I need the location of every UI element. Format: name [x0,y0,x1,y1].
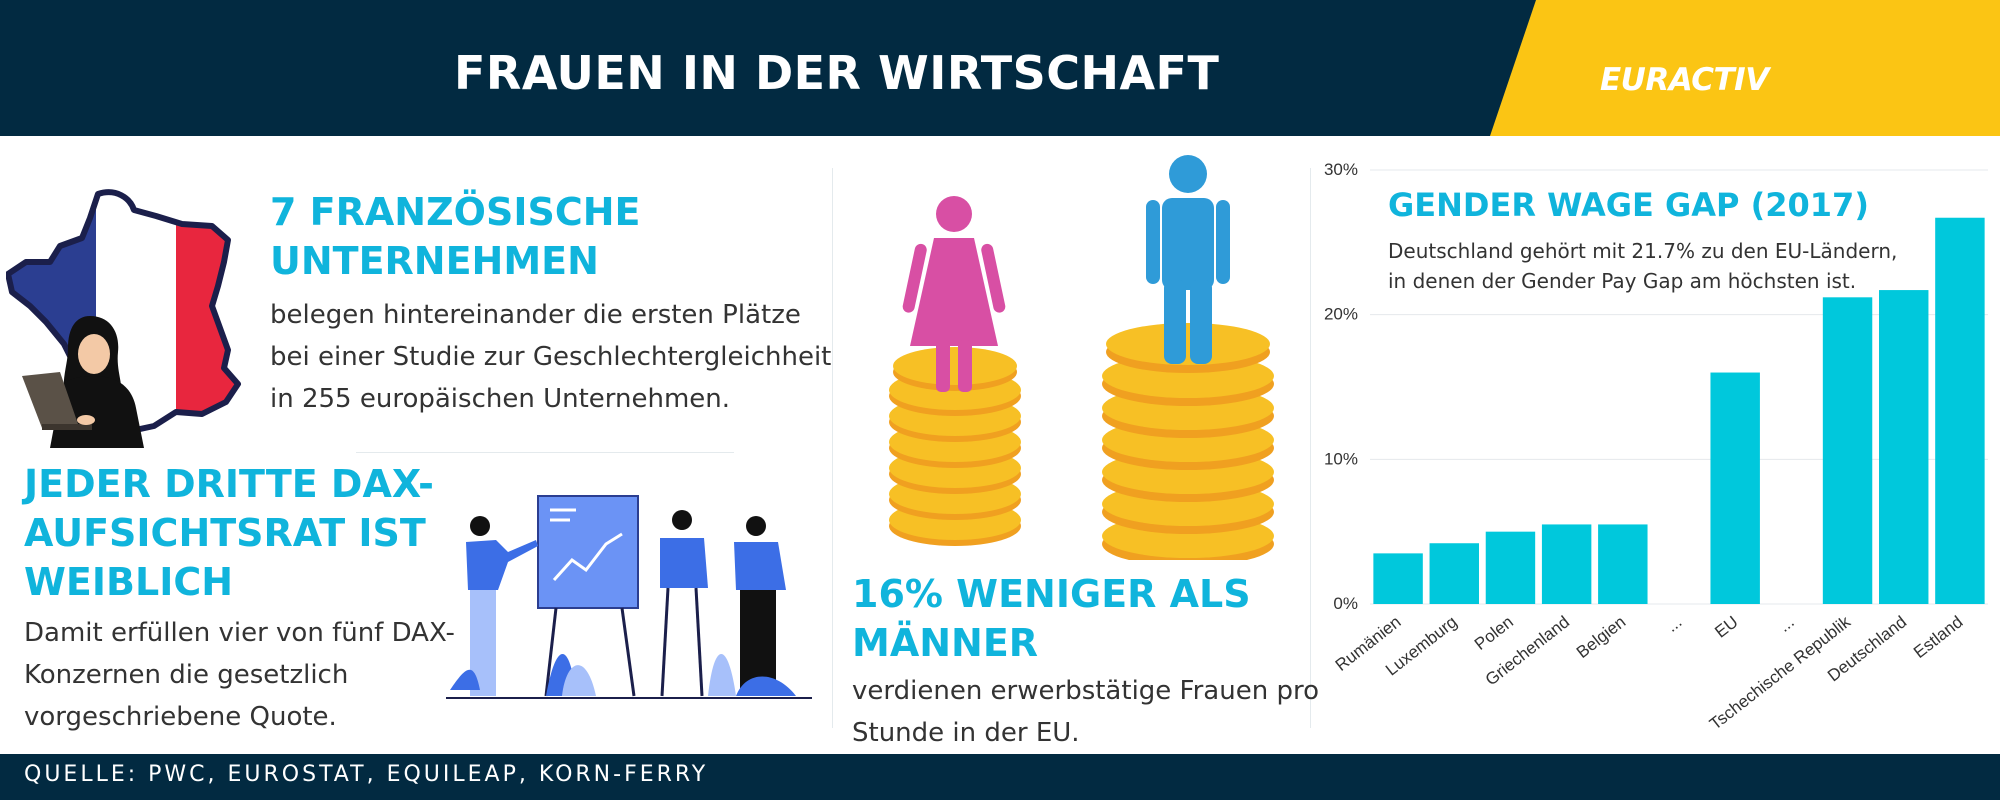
wage-body-line2: Stunde in der EU. [852,718,1080,748]
brand-panel [1490,0,2000,136]
chart-subtitle: Deutschland gehört mit 21.7% zu den EU-L… [1388,239,1898,293]
wage-heading-line2: MÄNNER [852,621,1039,665]
bar-6 [1710,372,1760,604]
euractiv-logo: EURACTIV [1600,62,1769,98]
wage-heading-line1: 16% WENIGER ALS [852,572,1251,616]
man-icon [1146,155,1230,364]
france-heading-line2: UNTERNEHMEN [270,239,599,283]
france-body-line2: bei einer Studie zur Geschlechtergleichh… [270,342,832,372]
y-tick-label: 0% [1333,594,1358,613]
x-tick-label: ... [1663,612,1686,636]
row-divider [356,452,734,453]
dax-body-line1: Damit erfüllen vier von fünf DAX- [24,618,455,648]
bar-9 [1879,290,1929,604]
y-tick-label: 10% [1324,449,1358,468]
wage-body-line1: verdienen erwerbstätige Frauen pro [852,676,1319,706]
chart-title: GENDER WAGE GAP (2017) [1388,186,1869,224]
bar-4 [1598,524,1648,604]
dax-heading: JEDER DRITTE DAX- AUFSICHTSRAT IST WEIBL… [24,460,434,607]
dax-body-line3: vorgeschriebene Quote. [24,702,337,732]
wage-body: verdienen erwerbstätige Frauen pro Stund… [852,670,1319,754]
column-divider-left [832,168,833,728]
page-title: FRAUEN IN DER WIRTSCHAFT [454,46,1220,100]
wage-heading: 16% WENIGER ALS MÄNNER [852,570,1251,668]
dax-heading-line1: JEDER DRITTE DAX- [24,462,434,506]
dax-body-line2: Konzernen die gesetzlich [24,660,349,690]
x-tick-label: ... [1775,612,1798,636]
france-heading-line1: 7 FRANZÖSISCHE [270,190,641,234]
source-text: QUELLE: PWC, EUROSTAT, EQUILEAP, KORN-FE… [24,762,709,787]
y-tick-label: 20% [1324,305,1358,324]
x-tick-label: Belgien [1573,612,1629,662]
presentation-team-icon [446,495,812,699]
bar-8 [1822,297,1873,604]
dax-heading-line3: WEIBLICH [24,560,234,604]
france-body-line1: belegen hintereinander die ersten Plätze [270,300,801,330]
coins-gender-illustration [889,155,1274,560]
bar-10 [1935,217,1985,605]
bar-0 [1373,553,1423,604]
france-body: belegen hintereinander die ersten Plätze… [270,294,831,420]
column-divider-right [1310,168,1311,728]
x-tick-label: Polen [1471,612,1517,654]
bar-3 [1541,524,1592,604]
woman-with-laptop-icon [22,316,144,448]
coin-stack-icon [1102,323,1274,560]
dax-body: Damit erfüllen vier von fünf DAX- Konzer… [24,612,455,738]
coin-stack-icon [889,347,1021,546]
bar-2 [1485,531,1536,604]
france-body-line3: in 255 europäischen Unternehmen. [270,384,731,414]
footer-bar: QUELLE: PWC, EUROSTAT, EQUILEAP, KORN-FE… [0,754,2000,800]
woman-icon [902,196,1006,392]
x-tick-label: Estland [1910,612,1966,662]
y-tick-label: 30% [1324,160,1358,179]
dax-heading-line2: AUFSICHTSRAT IST [24,511,426,555]
bar-1 [1429,543,1479,604]
x-tick-label: EU [1711,612,1741,642]
france-heading: 7 FRANZÖSISCHE UNTERNEHMEN [270,188,640,286]
